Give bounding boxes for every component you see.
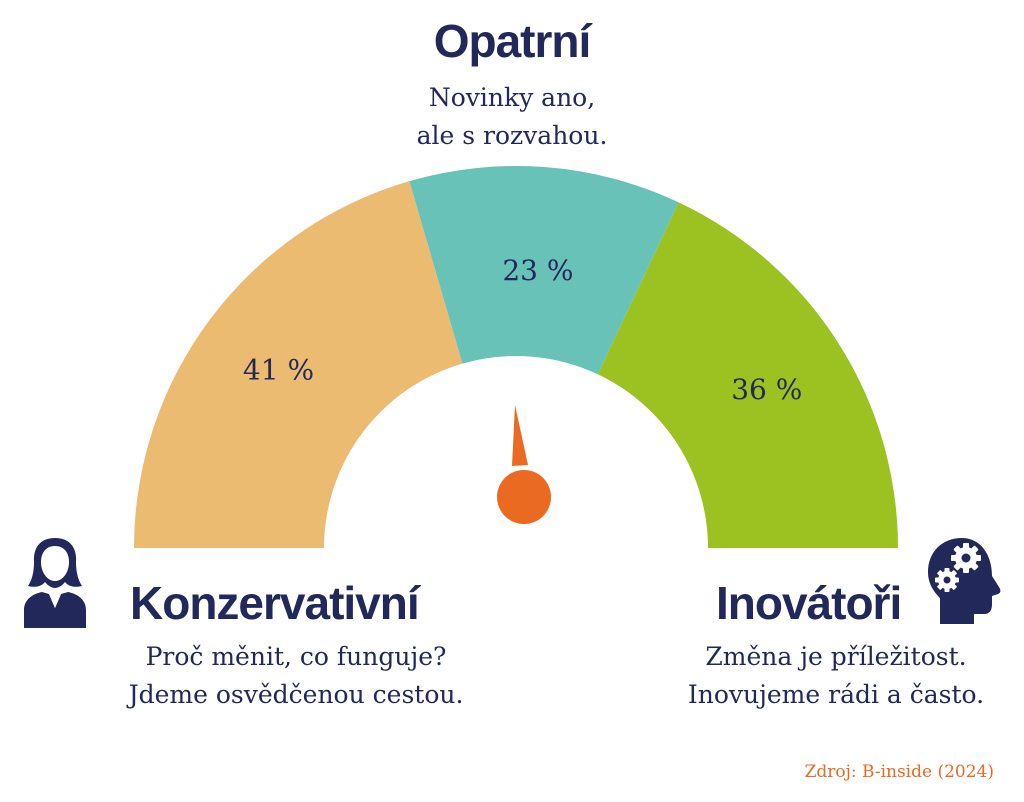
opatrni-title: Opatrní [433, 15, 592, 67]
opatrni-line-2: ale s rozvahou. [416, 121, 608, 150]
gauge-needle [497, 405, 551, 524]
inovatori-line-1: Změna je příležitost. [705, 642, 967, 671]
opatrni-line-1: Novinky ano, [428, 83, 596, 112]
opatrni-description: Novinky ano, ale s rozvahou. [0, 79, 1024, 155]
konzervativni-line-1: Proč měnit, co funguje? [145, 642, 447, 671]
head-gears-icon [928, 538, 1001, 624]
konzervativni-line-2: Jdeme osvědčenou cestou. [128, 680, 464, 709]
needle-hub [497, 470, 551, 524]
gauge-segment-2 [597, 202, 898, 548]
gauge-segment-label-2: 36 % [731, 373, 802, 406]
woman-person-icon [24, 538, 86, 628]
source-note: Zdroj: B-inside (2024) [804, 762, 994, 782]
gauge-segment-label-0: 41 % [243, 354, 314, 387]
gauge-segment-label-1: 23 % [502, 254, 573, 287]
inovatori-line-2: Inovujeme rádi a často. [687, 680, 985, 709]
konzervativni-title: Konzervativní [130, 577, 420, 629]
konzervativni-description: Proč měnit, co funguje? Jdeme osvědčenou… [40, 638, 552, 714]
inovatori-title: Inovátoři [716, 577, 902, 629]
needle-pointer [512, 405, 528, 466]
gauge-segment-0 [134, 181, 463, 548]
inovatori-description: Změna je příležitost. Inovujeme rádi a č… [580, 638, 1024, 714]
gauge-segment-1 [409, 166, 679, 375]
